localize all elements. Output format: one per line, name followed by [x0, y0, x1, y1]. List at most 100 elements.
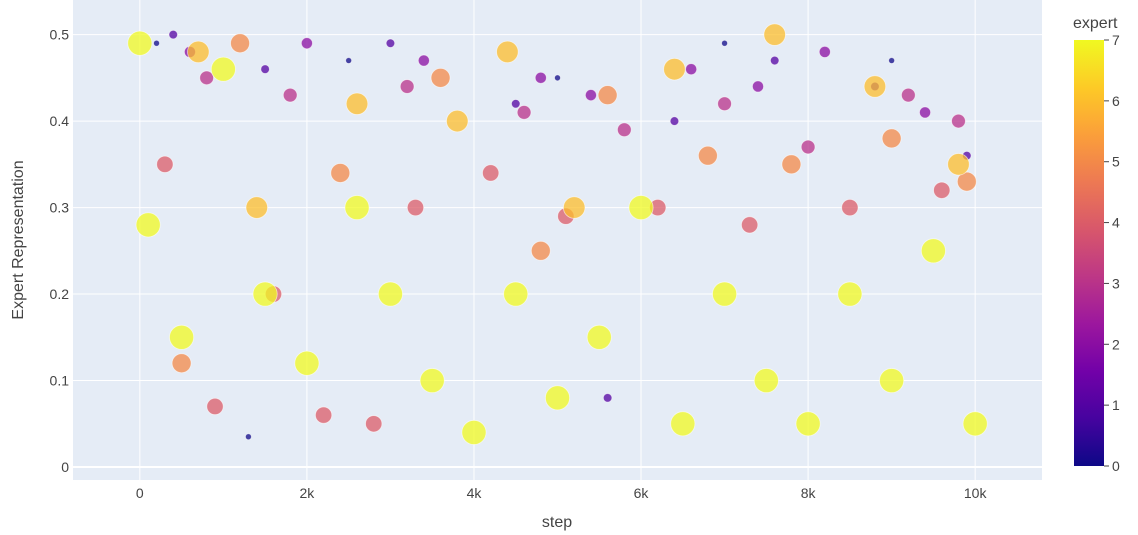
data-point-expert-5 [530, 240, 551, 261]
data-point-expert-7 [879, 368, 905, 394]
y-tick-label: 0.4 [50, 113, 70, 129]
data-point-expert-1 [168, 29, 178, 40]
data-point-expert-4 [933, 181, 951, 199]
data-point-expert-1 [602, 393, 613, 403]
data-point-expert-5 [230, 33, 250, 54]
colorbar-tick-label: 6 [1112, 93, 1120, 109]
data-point-expert-7 [419, 368, 445, 394]
data-point-expert-2 [300, 37, 313, 50]
data-point-expert-1 [260, 64, 270, 74]
colorbar-tick-label: 1 [1112, 397, 1120, 413]
data-point-expert-2 [417, 54, 430, 67]
data-point-expert-2 [584, 89, 597, 102]
data-point-expert-7 [712, 281, 738, 307]
data-point-expert-3 [800, 139, 816, 155]
colorbar-tick-label: 5 [1112, 154, 1120, 170]
x-tick-label: 0 [136, 485, 144, 501]
data-points [127, 23, 988, 445]
data-point-expert-1 [511, 99, 521, 109]
data-point-expert-2 [818, 45, 831, 58]
colorbar-tick-labels: 0 1 2 3 4 5 6 7 [1104, 32, 1120, 474]
x-tick-label: 6k [634, 485, 650, 501]
colorbar: expert 0 1 2 3 4 5 6 7 [1073, 15, 1120, 474]
colorbar-tick-label: 3 [1112, 275, 1120, 291]
data-point-expert-5 [430, 67, 451, 88]
data-point-expert-7 [377, 281, 403, 307]
data-point-expert-0 [554, 74, 561, 82]
x-tick-label: 4k [467, 485, 483, 501]
data-point-expert-7 [252, 281, 278, 307]
data-point-expert-7 [344, 195, 370, 221]
data-point-expert-7 [628, 195, 654, 221]
data-point-expert-7 [210, 56, 236, 82]
data-point-expert-7 [962, 411, 988, 437]
data-point-expert-5 [956, 171, 977, 192]
data-point-expert-4 [482, 164, 500, 182]
data-point-expert-7 [545, 385, 571, 411]
data-point-expert-6 [245, 196, 268, 219]
data-point-expert-4 [206, 397, 224, 416]
data-point-expert-4 [841, 198, 859, 217]
data-point-expert-7 [753, 368, 779, 394]
data-point-expert-7 [169, 324, 195, 350]
data-point-expert-5 [597, 85, 618, 106]
data-point-expert-3 [717, 96, 732, 112]
data-point-expert-7 [461, 419, 487, 445]
data-point-expert-6 [563, 196, 586, 219]
data-point-expert-3 [516, 105, 532, 120]
data-point-expert-7 [294, 350, 320, 376]
y-tick-labels: 0 0.1 0.2 0.3 0.4 0.5 [50, 27, 70, 475]
data-point-expert-6 [496, 40, 519, 64]
data-point-expert-6 [446, 109, 469, 133]
data-point-expert-0 [153, 39, 160, 47]
data-point-expert-3 [199, 70, 214, 86]
data-point-expert-3 [901, 87, 916, 103]
data-point-expert-6 [345, 92, 369, 115]
colorbar-tick-label: 0 [1112, 458, 1120, 474]
data-point-expert-2 [685, 63, 698, 76]
colorbar-title: expert [1073, 15, 1118, 32]
data-point-expert-4 [406, 198, 425, 217]
x-tick-label: 10k [964, 485, 988, 501]
colorbar-tick-label: 4 [1112, 215, 1120, 231]
data-point-expert-0 [345, 57, 353, 64]
x-tick-label: 2k [299, 485, 315, 501]
data-point-expert-7 [837, 281, 863, 307]
colorbar-tick-label: 2 [1112, 336, 1120, 352]
data-point-expert-3 [282, 87, 298, 103]
data-point-expert-3 [399, 79, 415, 94]
data-point-expert-2 [919, 106, 932, 119]
data-point-expert-4 [156, 155, 174, 173]
x-tick-labels: 0 2k 4k 6k 8k 10k [136, 485, 988, 501]
data-point-expert-3 [617, 122, 632, 138]
data-point-expert-5 [881, 128, 902, 149]
data-point-expert-7 [127, 30, 153, 56]
data-point-expert-2 [534, 71, 547, 84]
data-point-expert-0 [888, 57, 896, 64]
colorbar-tick-label: 7 [1112, 32, 1120, 48]
data-point-expert-3 [951, 113, 966, 129]
data-point-expert-7 [670, 411, 696, 437]
data-point-expert-4 [741, 216, 759, 234]
data-point-expert-5 [781, 154, 802, 175]
data-point-expert-6 [863, 75, 887, 98]
data-point-expert-7 [586, 324, 612, 350]
data-point-expert-5 [697, 145, 718, 166]
data-point-expert-1 [385, 38, 396, 48]
data-point-expert-1 [769, 55, 780, 66]
colorbar-gradient [1074, 40, 1104, 466]
y-tick-label: 0.2 [50, 286, 70, 302]
data-point-expert-6 [663, 57, 686, 81]
y-tick-label: 0.1 [50, 373, 70, 389]
data-point-expert-7 [503, 281, 529, 307]
x-axis-title: step [542, 514, 572, 531]
data-point-expert-0 [721, 39, 728, 47]
y-tick-label: 0.5 [50, 27, 70, 43]
y-axis-title: Expert Representation [10, 160, 27, 319]
data-point-expert-2 [751, 80, 764, 93]
data-point-expert-7 [795, 411, 821, 437]
data-point-expert-6 [947, 153, 970, 176]
data-point-expert-7 [920, 238, 946, 264]
data-point-expert-0 [245, 433, 252, 441]
